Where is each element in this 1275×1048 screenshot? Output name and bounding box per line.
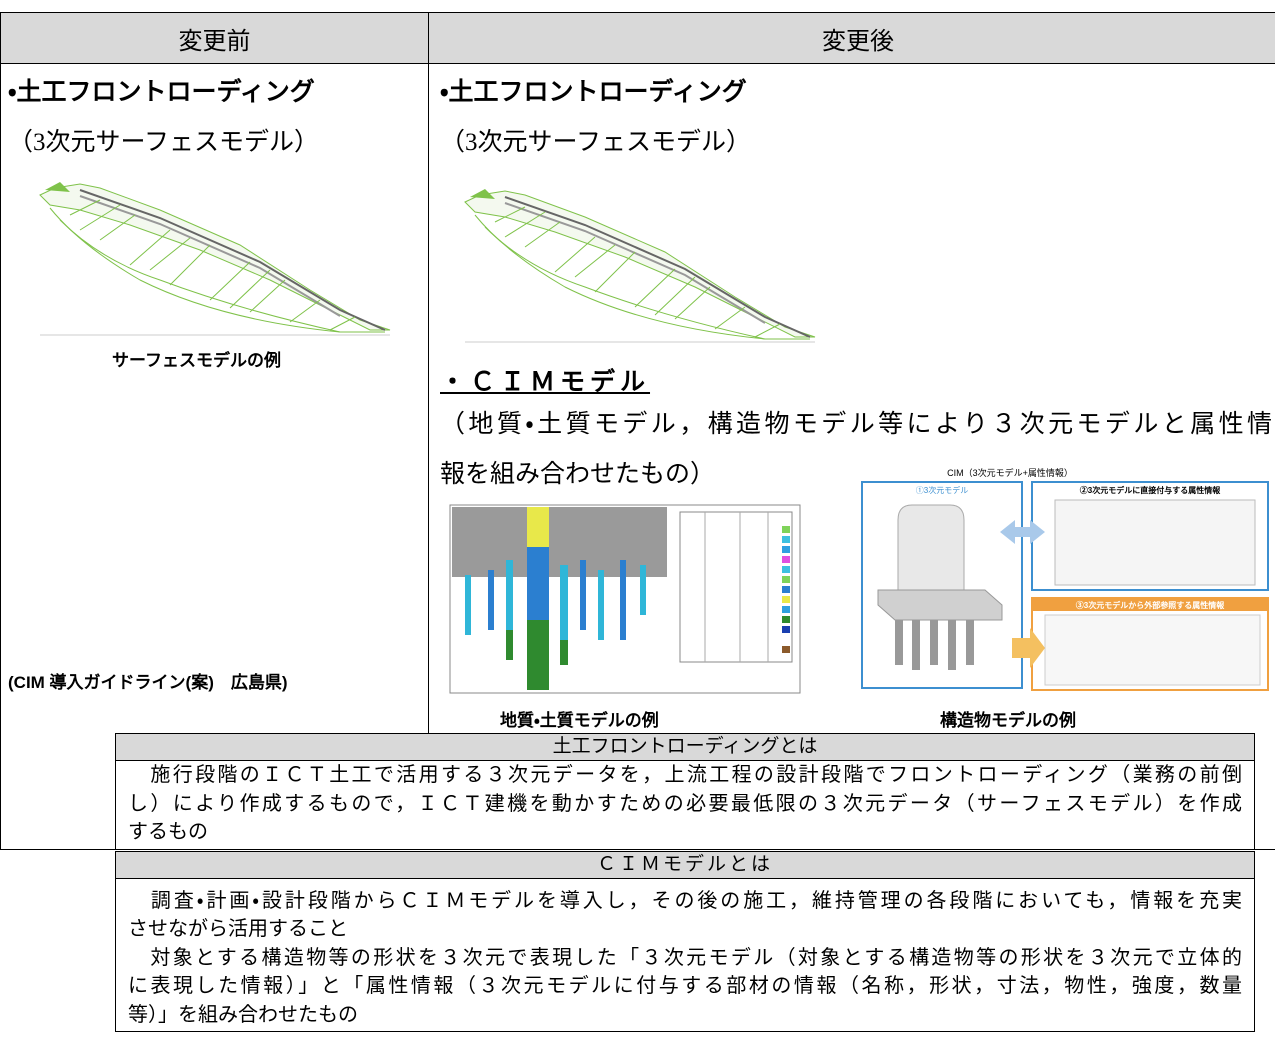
header-cell: 変更前 [0, 12, 429, 64]
rule [0, 849, 115, 850]
before-caption: サーフェスモデルの例 [112, 351, 281, 370]
cim-heading: ・ＣＩＭモデル [440, 368, 651, 396]
after-heading: ・土工フロントローディング [440, 78, 747, 106]
definition-line: に表現した情報）」と「属性情報（３次元モデルに付与する部材の情報（名称，形状，寸… [128, 975, 1242, 997]
definition-body: 調査・計画・設計段階からＣＩＭモデルを導入し，その後の施工，維持管理の各段階にお… [116, 879, 1254, 1032]
after-cell [428, 63, 1275, 727]
structure-panel: ②3次元モデルに直接付与する属性情報 [1080, 485, 1221, 495]
definition-line: 調査・計画・設計段階からＣＩＭモデルを導入し，その後の施工，維持管理の各段階にお… [128, 889, 1242, 912]
geology-caption: 地質・土質モデルの例 [500, 711, 659, 730]
structure-title: CIM（3次元モデル+属性情報） [947, 467, 1073, 478]
definition-line: 対象とする構造物等の形状を３次元で表現した「３次元モデル（対象とする構造物等の形… [128, 946, 1242, 969]
definition-title: ＣＩＭモデルとは [116, 850, 1254, 879]
definitions: 土工フロントローディングとは 施行段階のＩＣＴ土工で活用する３次元データを，上流… [115, 733, 1255, 1032]
geology-figure [449, 504, 801, 694]
structure-caption: 構造物モデルの例 [940, 711, 1076, 730]
before-heading: ・土工フロントローディング [8, 78, 315, 106]
cim-description-line: （地質・土質モデル，構造物モデル等により３次元モデルと属性情 [440, 411, 1272, 438]
definition-line: させながら活用すること [128, 918, 348, 940]
before-source: (CIM 導入ガイドライン(案) 広島県) [8, 673, 288, 692]
structure-figure: CIM（3次元モデル+属性情報） ①3次元モデル ②3次元モデルに直接付与する属… [861, 467, 1269, 691]
definition-title: 土工フロントローディングとは [116, 734, 1254, 761]
header-after: 変更後 [822, 28, 894, 55]
after-subheading: （3次元サーフェスモデル） [440, 129, 752, 156]
cim-description: （地質・土質モデル，構造物モデル等により３次元モデルと属性情 報を組み合わせたもの… [440, 400, 1272, 500]
before-subheading: （3次元サーフェスモデル） [8, 129, 320, 156]
definition: ＣＩＭモデルとは 調査・計画・設計段階からＣＩＭモデルを導入し，その後の施工，維… [115, 850, 1255, 1032]
structure-panel: ①3次元モデル [916, 485, 968, 495]
cim-description-line: 報を組み合わせたもの） [440, 461, 716, 488]
definition-line: するもの [128, 821, 208, 843]
definition-body: 施行段階のＩＣＴ土工で活用する３次元データを，上流工程の設計段階でフロントローデ… [116, 761, 1254, 849]
header-before: 変更前 [178, 28, 251, 55]
structure-panel: ③3次元モデルから外部参照する属性情報 [1076, 600, 1225, 610]
header-cell: 変更後 [428, 12, 1275, 64]
definition-line: し）により作成するもので，ＩＣＴ建機を動かすための必要最低限の３次元データ（サー… [128, 792, 1242, 815]
definition: 土工フロントローディングとは 施行段階のＩＣＴ土工で活用する３次元データを，上流… [115, 733, 1255, 850]
rule [1255, 849, 1275, 850]
definition-line: 等）」を組み合わせたもの [128, 1003, 358, 1026]
definition-line: 施行段階のＩＣＴ土工で活用する３次元データを，上流工程の設計段階でフロントローデ… [128, 764, 1242, 786]
